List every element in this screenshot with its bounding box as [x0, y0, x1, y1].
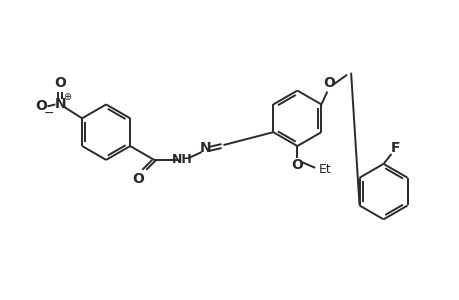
- Text: O: O: [132, 172, 144, 186]
- Text: O: O: [54, 76, 66, 90]
- Text: N: N: [55, 98, 66, 111]
- Text: O: O: [291, 158, 302, 172]
- Text: −: −: [44, 107, 55, 120]
- Text: ⊕: ⊕: [63, 92, 71, 103]
- Text: F: F: [390, 141, 399, 155]
- Text: O: O: [323, 76, 335, 90]
- Text: Et: Et: [318, 163, 331, 176]
- Text: N: N: [200, 141, 211, 155]
- Text: O: O: [35, 99, 47, 113]
- Text: NH: NH: [171, 153, 192, 167]
